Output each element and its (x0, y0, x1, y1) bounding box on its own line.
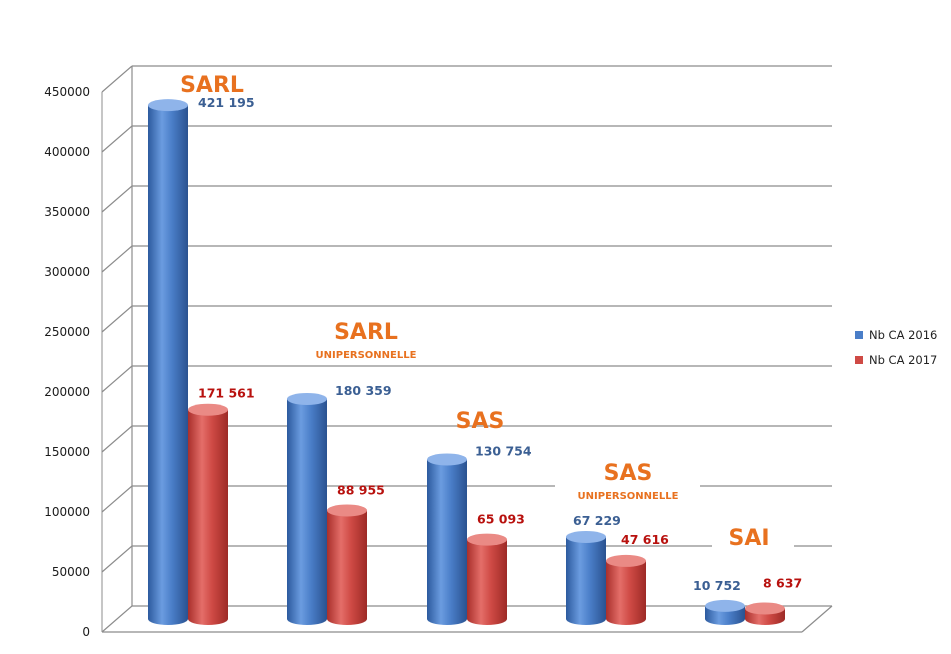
category-sublabel: UNIPERSONNELLE (316, 350, 417, 361)
gridline-connector (101, 365, 133, 393)
bar-2017-3 (606, 554, 646, 625)
data-label: 421 195 (198, 95, 255, 110)
legend-label-2016: Nb CA 2016 (869, 328, 937, 342)
legend: Nb CA 2016 Nb CA 2017 (855, 328, 937, 367)
gridline-connector (101, 125, 133, 153)
bar-2016-1 (287, 392, 327, 625)
label-background (712, 524, 794, 552)
bar-top (606, 554, 646, 567)
y-tick-label: 250000 (44, 325, 90, 339)
category-sublabel: UNIPERSONNELLE (578, 491, 679, 502)
y-tick-label: 200000 (44, 385, 90, 399)
category-label: SARL (334, 320, 398, 345)
bar-body (566, 536, 606, 625)
category-label: SAS (604, 461, 653, 486)
y-tick-label: 300000 (44, 265, 90, 279)
gridline-connector (101, 605, 133, 633)
y-tick-label: 50000 (52, 565, 90, 579)
data-label: 8 637 (763, 575, 802, 590)
bar-2016-2 (427, 453, 467, 625)
floor-right-edge (801, 605, 833, 633)
gridline-connector (101, 545, 133, 573)
category-label: SAS (456, 409, 505, 434)
data-label: 88 955 (337, 482, 385, 497)
data-label: 65 093 (477, 512, 525, 527)
bar-top (427, 453, 467, 466)
bar-top (148, 99, 188, 112)
bar-2017-0 (188, 403, 228, 625)
label-background (555, 462, 700, 504)
data-label: 10 752 (693, 578, 741, 593)
y-tick-label: 150000 (44, 445, 90, 459)
y-tick-label: 450000 (44, 85, 90, 99)
bar-body (148, 105, 188, 626)
bar-top (327, 504, 367, 517)
category-label: SARL (180, 73, 244, 98)
bar-2016-0 (148, 99, 188, 626)
data-labels: 421 195 171 561 180 359 88 955 130 754 65 093… (198, 95, 802, 593)
y-axis: 0 50000 100000 150000 200000 250000 300000 3500… (44, 85, 103, 639)
bar-top (745, 602, 785, 615)
bars (148, 99, 785, 626)
data-label: 171 561 (198, 386, 255, 401)
bar-2016-3 (566, 530, 606, 625)
y-tick-label: 100000 (44, 505, 90, 519)
y-tick-label: 0 (82, 625, 90, 639)
bar-2017-1 (327, 504, 367, 625)
bar-body (427, 459, 467, 625)
bar-2017-2 (467, 533, 507, 625)
gridline-connector (101, 65, 133, 93)
y-tick-label: 400000 (44, 145, 90, 159)
data-label: 130 754 (475, 443, 532, 458)
bar-2016-4 (705, 599, 745, 625)
gridline-connector (101, 305, 133, 333)
bar-body (188, 409, 228, 625)
bar-top (705, 599, 745, 612)
bar-body (327, 510, 367, 625)
bar-body (606, 560, 646, 625)
data-label: 67 229 (573, 513, 621, 528)
data-label: 180 359 (335, 383, 392, 398)
legend-swatch-2017 (855, 356, 863, 364)
bar-top (566, 530, 606, 543)
gridline-connector (101, 425, 133, 453)
bar-top (287, 392, 327, 405)
gridline-connector (101, 185, 133, 213)
legend-label-2017: Nb CA 2017 (869, 353, 937, 367)
bar-body (287, 398, 327, 625)
gridlines (101, 65, 833, 633)
bar-top (188, 403, 228, 416)
bar-top (467, 533, 507, 546)
category-label: SAI (728, 526, 769, 551)
y-tick-label: 350000 (44, 205, 90, 219)
bar-2017-4 (745, 602, 785, 625)
data-label: 47 616 (621, 532, 669, 547)
legend-swatch-2016 (855, 331, 863, 339)
gridline-connector (101, 245, 133, 273)
gridline-connector (101, 485, 133, 513)
category-labels: SARL SARL UNIPERSONNELLE SAS SAS UNIPERSONNEL… (180, 73, 794, 552)
bar-body (467, 539, 507, 625)
